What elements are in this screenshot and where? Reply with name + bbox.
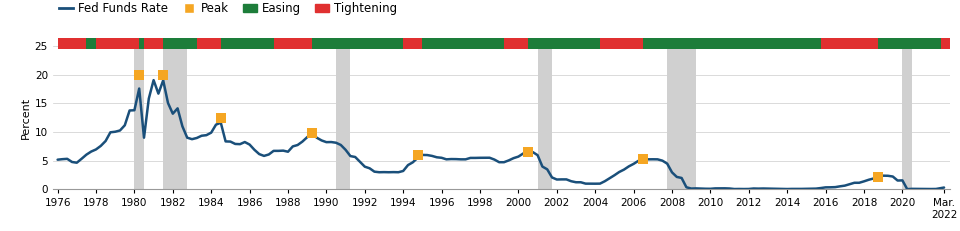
Bar [538, 46, 552, 189]
Bar [139, 38, 144, 49]
Legend: Fed Funds Rate, Peak, Easing, Tightening: Fed Funds Rate, Peak, Easing, Tightening [59, 2, 397, 15]
Bar [336, 46, 350, 189]
Bar [902, 46, 912, 189]
Bar [600, 38, 643, 49]
Bar [422, 38, 504, 49]
Bar [528, 38, 600, 49]
Bar [86, 38, 96, 49]
Bar [667, 46, 696, 189]
Bar [96, 38, 139, 49]
Bar [312, 38, 403, 49]
Bar [878, 38, 941, 49]
Bar [941, 38, 950, 49]
Bar [163, 38, 197, 49]
Bar [221, 38, 274, 49]
Bar [163, 46, 187, 189]
Bar [821, 38, 878, 49]
Bar [504, 38, 528, 49]
Bar [274, 38, 312, 49]
Bar [403, 38, 422, 49]
Bar [144, 38, 163, 49]
Bar [134, 46, 144, 189]
Bar [58, 38, 86, 49]
Bar [197, 38, 221, 49]
Y-axis label: Percent: Percent [20, 97, 31, 139]
Bar [643, 38, 821, 49]
